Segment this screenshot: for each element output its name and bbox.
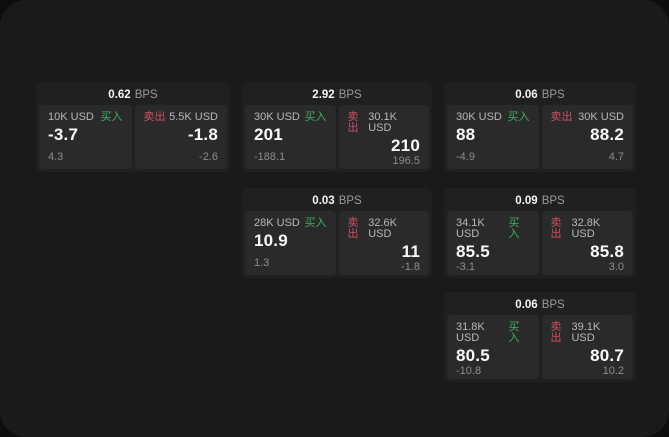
sell-delta: 3.0 [608, 260, 624, 273]
spread-header: 0.09 BPS [447, 191, 633, 211]
buy-panel[interactable]: 10K USD 买入 -3.7 4.3 [39, 105, 132, 169]
buy-button[interactable]: 买入 [508, 217, 520, 240]
sell-delta: 196.5 [392, 154, 420, 167]
sell-button[interactable]: 卖出 [143, 111, 166, 123]
spread-header: 0.06 BPS [447, 295, 633, 315]
buy-button[interactable]: 买入 [304, 217, 327, 229]
sell-amount: 5.5K USD [169, 111, 218, 123]
sell-panel[interactable]: 卖出 39.1K USD 80.7 10.2 [541, 315, 633, 379]
buy-price: 10.9 [254, 231, 288, 250]
sell-amount: 32.6K USD [368, 217, 397, 240]
quote-card: 0.62 BPS 10K USD 买入 -3.7 4.3 卖出 5.5K USD… [36, 82, 230, 172]
buy-panel[interactable]: 30K USD 买入 201 -188.1 [245, 105, 336, 169]
spread-value: 2.92 [312, 89, 335, 101]
buy-delta: 4.3 [48, 151, 64, 163]
buy-panel[interactable]: 28K USD 买入 10.9 1.3 [245, 211, 336, 275]
quote-card: 2.92 BPS 30K USD 买入 201 -188.1 卖出 30.1K … [242, 82, 432, 172]
sell-price: 210 [391, 136, 420, 155]
buy-delta: -10.8 [456, 364, 482, 377]
spread-header: 2.92 BPS [245, 85, 429, 105]
sell-button[interactable]: 卖出 [550, 217, 562, 240]
buy-panel[interactable]: 30K USD 买入 88 -4.9 [447, 105, 539, 169]
spread-value: 0.09 [515, 195, 538, 207]
sell-panel[interactable]: 卖出 5.5K USD -1.8 -2.6 [134, 105, 227, 169]
sell-price: 85.8 [590, 242, 624, 261]
spread-header: 0.06 BPS [447, 85, 633, 105]
buy-price: 88 [456, 125, 476, 144]
sell-amount: 39.1K USD [571, 321, 601, 344]
buy-delta: 1.3 [254, 257, 270, 269]
sell-panel[interactable]: 卖出 32.8K USD 85.8 3.0 [541, 211, 633, 275]
sell-price: 80.7 [590, 346, 624, 365]
sell-delta: 10.2 [602, 364, 624, 377]
quote-card: 0.03 BPS 28K USD 买入 10.9 1.3 卖出 32.6K US… [242, 188, 432, 278]
buy-delta: -3.1 [456, 260, 475, 273]
buy-amount: 28K USD [254, 217, 300, 229]
spread-unit: BPS [541, 299, 565, 311]
spread-unit: BPS [338, 89, 362, 101]
quote-card: 0.06 BPS 30K USD 买入 88 -4.9 卖出 30K USD 8… [444, 82, 636, 172]
buy-amount: 31.8K USD [456, 321, 485, 344]
buy-price: 80.5 [456, 346, 490, 365]
spread-value: 0.03 [312, 195, 335, 207]
sell-amount: 30K USD [578, 111, 624, 123]
buy-button[interactable]: 买入 [304, 111, 327, 123]
sell-panel[interactable]: 卖出 30K USD 88.2 4.7 [541, 105, 633, 169]
buy-panel[interactable]: 34.1K USD 买入 85.5 -3.1 [447, 211, 539, 275]
buy-price: 201 [254, 125, 283, 144]
sell-amount: 32.8K USD [571, 217, 601, 240]
buy-price: 85.5 [456, 242, 490, 261]
sell-price: 11 [401, 242, 420, 261]
spread-unit: BPS [338, 195, 362, 207]
spread-unit: BPS [541, 195, 565, 207]
buy-delta: -4.9 [456, 151, 475, 163]
buy-button[interactable]: 买入 [507, 111, 530, 123]
sell-amount: 30.1K USD [368, 111, 397, 134]
sell-delta: -2.6 [199, 151, 218, 163]
spread-value: 0.06 [515, 89, 538, 101]
sell-price: -1.8 [187, 125, 218, 144]
sell-delta: 4.7 [608, 151, 624, 163]
buy-amount: 34.1K USD [456, 217, 485, 240]
buy-button[interactable]: 买入 [100, 111, 123, 123]
quote-card: 0.09 BPS 34.1K USD 买入 85.5 -3.1 卖出 32.8K… [444, 188, 636, 278]
spread-value: 0.06 [515, 299, 538, 311]
spread-header: 0.62 BPS [39, 85, 227, 105]
buy-price: -3.7 [48, 125, 79, 144]
sell-button[interactable]: 卖出 [347, 111, 359, 134]
spread-unit: BPS [134, 89, 158, 101]
buy-panel[interactable]: 31.8K USD 买入 80.5 -10.8 [447, 315, 539, 379]
sell-button[interactable]: 卖出 [347, 217, 359, 240]
sell-panel[interactable]: 卖出 30.1K USD 210 196.5 [338, 105, 429, 169]
buy-amount: 30K USD [254, 111, 300, 123]
sell-button[interactable]: 卖出 [550, 111, 573, 123]
sell-delta: -1.8 [401, 260, 420, 273]
buy-button[interactable]: 买入 [508, 321, 520, 344]
buy-amount: 10K USD [48, 111, 94, 123]
sell-button[interactable]: 卖出 [550, 321, 562, 344]
buy-delta: -188.1 [254, 151, 286, 163]
quote-card: 0.06 BPS 31.8K USD 买入 80.5 -10.8 卖出 39.1… [444, 292, 636, 382]
spread-unit: BPS [541, 89, 565, 101]
buy-amount: 30K USD [456, 111, 502, 123]
spread-value: 0.62 [108, 89, 131, 101]
sell-price: 88.2 [590, 125, 624, 144]
spread-header: 0.03 BPS [245, 191, 429, 211]
sell-panel[interactable]: 卖出 32.6K USD 11 -1.8 [338, 211, 429, 275]
